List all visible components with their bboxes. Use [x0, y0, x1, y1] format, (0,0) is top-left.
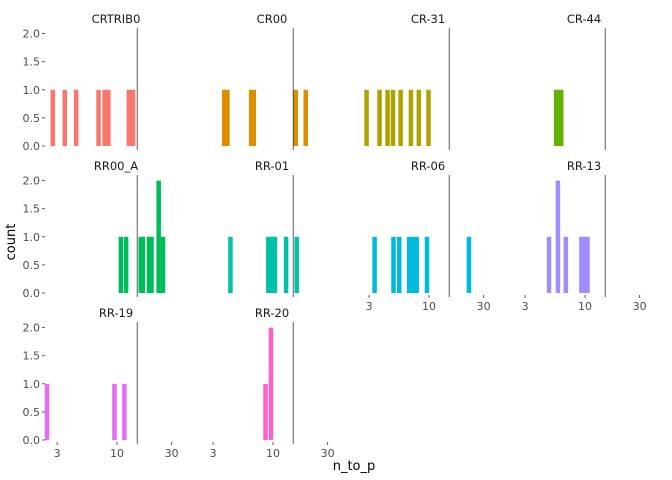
bar-rr-06-4 — [410, 236, 415, 293]
x-tick-label: 3 — [522, 300, 529, 313]
bar-rr-01-6 — [294, 236, 299, 293]
bar-rr00-a-0 — [118, 236, 124, 293]
bar-cr00-0 — [221, 89, 227, 146]
strip-label-rr-06: RR-06 — [411, 159, 445, 173]
bar-rr00-a-1 — [123, 236, 129, 293]
bar-rr-19-2 — [122, 383, 127, 440]
bar-rr-06-5 — [414, 236, 419, 293]
bar-cr-31-2 — [385, 89, 390, 146]
bar-rr-13-2 — [563, 236, 569, 293]
bar-rr-13-1 — [555, 180, 561, 293]
bar-crtrib0-3 — [96, 89, 101, 146]
bar-cr-31-3 — [390, 89, 396, 146]
y-tick-label: 2.0 — [23, 322, 41, 335]
bar-cr-31-4 — [398, 89, 403, 146]
x-tick-label: 3 — [210, 447, 217, 460]
y-tick-label: 0.5 — [23, 112, 41, 125]
y-tick-label: 2.0 — [23, 175, 41, 188]
bar-rr-20-0 — [263, 383, 268, 440]
bar-crtrib0-2 — [73, 89, 79, 146]
bar-rr-01-0 — [228, 236, 233, 293]
x-tick-label: 10 — [578, 300, 592, 313]
x-tick-label: 30 — [321, 447, 335, 460]
bar-cr-44-2 — [558, 89, 564, 146]
x-tick-label: 3 — [366, 300, 373, 313]
bar-rr-06-3 — [406, 236, 412, 293]
bar-rr-13-3 — [579, 236, 584, 293]
bar-cr-31-6 — [416, 89, 422, 146]
bar-cr-44-1 — [556, 89, 562, 146]
y-tick-label: 1.5 — [23, 56, 41, 69]
strip-label-crtrib0: CRTRIB0 — [92, 12, 141, 26]
strip-label-rr00-a: RR00_A — [94, 159, 138, 173]
x-tick-label: 30 — [165, 447, 179, 460]
x-tick-label: 10 — [110, 447, 124, 460]
bar-rr-13-0 — [546, 236, 552, 293]
bar-rr-06-1 — [391, 236, 396, 293]
x-tick-label: 10 — [422, 300, 436, 313]
strip-label-rr-01: RR-01 — [255, 159, 289, 173]
bar-crtrib0-6 — [126, 89, 132, 146]
x-tick-label: 30 — [633, 300, 647, 313]
bar-cr-31-5 — [408, 89, 414, 146]
bar-rr-19-1 — [112, 383, 117, 440]
strip-label-rr-19: RR-19 — [99, 306, 133, 320]
bar-rr-06-6 — [424, 236, 430, 293]
bar-crtrib0-7 — [130, 89, 136, 146]
bar-crtrib0-4 — [102, 89, 107, 146]
strip-label-cr-31: CR-31 — [411, 12, 445, 26]
bar-crtrib0-1 — [62, 89, 68, 146]
x-tick-label: 3 — [54, 447, 61, 460]
y-tick-label: 0.0 — [23, 140, 41, 153]
strip-label-cr00: CR00 — [257, 12, 288, 26]
bar-cr00-5 — [303, 89, 308, 146]
x-tick-label: 30 — [477, 300, 491, 313]
bar-cr-31-1 — [377, 89, 382, 146]
y-tick-label: 0.5 — [23, 406, 41, 419]
bar-rr-01-2 — [268, 236, 273, 293]
bar-rr-20-1 — [268, 327, 274, 440]
y-tick-label: 1.0 — [23, 231, 41, 244]
bar-rr-06-2 — [397, 236, 402, 293]
bar-rr-13-4 — [582, 236, 587, 293]
bar-cr00-1 — [225, 89, 230, 146]
bar-cr-31-0 — [364, 89, 369, 146]
x-axis-title: n_to_p — [333, 459, 376, 474]
bar-rr00-a-6 — [156, 180, 161, 293]
y-tick-label: 1.5 — [23, 203, 41, 216]
bar-rr-01-4 — [272, 236, 278, 293]
bar-rr00-a-4 — [146, 236, 152, 293]
bar-crtrib0-5 — [106, 89, 111, 146]
bar-rr-06-0 — [372, 236, 377, 293]
y-tick-label: 1.5 — [23, 350, 41, 363]
y-tick-label: 1.0 — [23, 378, 41, 391]
y-tick-label: 2.0 — [23, 28, 41, 41]
bar-rr00-a-3 — [140, 236, 146, 293]
bar-cr00-3 — [251, 89, 257, 146]
strip-label-rr-13: RR-13 — [567, 159, 601, 173]
y-tick-label: 0.5 — [23, 259, 41, 272]
bar-cr-31-7 — [426, 89, 431, 146]
bar-cr00-2 — [248, 89, 254, 146]
x-tick-label: 10 — [266, 447, 280, 460]
y-tick-label: 1.0 — [23, 84, 41, 97]
bar-rr-13-5 — [585, 236, 590, 293]
bar-rr-06-7 — [466, 236, 472, 293]
strip-label-cr-44: CR-44 — [567, 12, 601, 26]
bar-rr-19-0 — [44, 383, 50, 440]
strip-label-rr-20: RR-20 — [255, 306, 289, 320]
y-tick-label: 0.0 — [23, 287, 41, 300]
bar-crtrib0-0 — [50, 89, 56, 146]
y-axis-title: count — [4, 224, 19, 261]
bar-rr00-a-7 — [160, 236, 166, 293]
bar-cr-44-0 — [553, 89, 559, 146]
bar-rr00-a-5 — [149, 236, 154, 293]
bar-cr00-4 — [293, 89, 299, 146]
y-tick-label: 0.0 — [23, 434, 41, 447]
bar-rr-01-5 — [283, 236, 289, 293]
